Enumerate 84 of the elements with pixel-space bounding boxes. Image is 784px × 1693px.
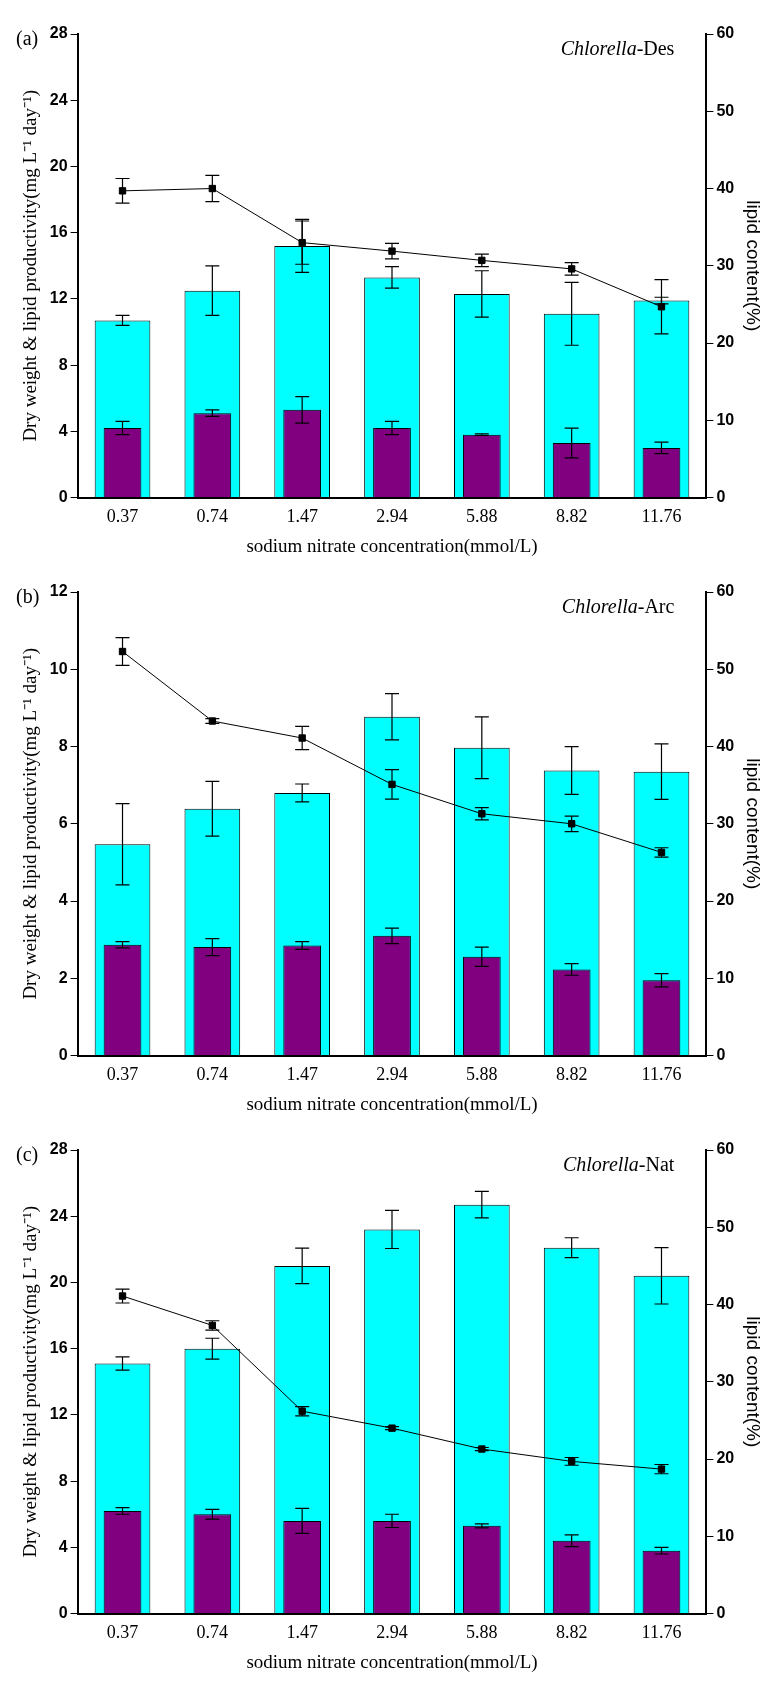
point [657, 303, 666, 311]
x-tick-label: 0.74 [196, 1064, 229, 1085]
y2-tick-label: 0 [716, 1046, 726, 1064]
x-tick-label: 0.37 [106, 1064, 139, 1085]
y2-tick-label: 40 [716, 1294, 735, 1312]
annotation: Chlorella-Arc [561, 595, 675, 618]
y-tick-label: 28 [49, 24, 68, 42]
y-axis-title: Dry weight & lipid productivity(mg L⁻¹ day⁻¹) [19, 647, 42, 1000]
y-tick-label: 0 [58, 1046, 68, 1064]
y-tick-label: 16 [49, 1339, 68, 1357]
y-tick-label: 12 [49, 289, 68, 307]
y2-tick-label: 20 [716, 333, 735, 351]
x-tick-label: 8.82 [555, 1064, 588, 1085]
y-tick-label: 4 [58, 421, 68, 439]
text: (a) [16, 27, 39, 51]
x-tick-label: 0.37 [106, 506, 139, 527]
annotation: Chlorella-Des [560, 37, 675, 60]
y2-tick-label: 40 [716, 178, 735, 196]
y2-tick-label: 10 [716, 1526, 735, 1544]
y2-tick-label: 10 [716, 410, 735, 428]
y2-axis-title: lipid content(%) [743, 200, 765, 332]
y-tick-label: 0 [58, 488, 68, 506]
y2-tick-label: 50 [716, 101, 735, 119]
y2-tick-label: 40 [716, 736, 735, 754]
x-tick-label: 5.88 [466, 1064, 498, 1085]
x-tick-label: 11.76 [641, 1064, 682, 1085]
y2-tick-label: 30 [716, 814, 735, 832]
y2-tick-label: 60 [716, 1140, 735, 1158]
y-tick-label: 24 [49, 1206, 68, 1224]
y-tick-label: 2 [58, 968, 68, 986]
x-tick-label: 2.94 [376, 1622, 408, 1643]
point [298, 238, 306, 247]
x-tick-label: 11.76 [641, 506, 682, 527]
point [298, 734, 306, 742]
x-tick-label: 2.94 [376, 1064, 408, 1085]
y2-tick-label: 50 [716, 659, 735, 677]
x-tick-label: 5.88 [466, 1622, 498, 1643]
x-tick-label: 8.82 [555, 1622, 588, 1643]
y-axis-title: Dry weight & lipid productivity(mg L⁻¹ day⁻¹) [19, 1205, 42, 1558]
y-tick-label: 20 [49, 156, 68, 174]
x-axis-title: sodium nitrate concentration(mmol/L) [246, 534, 538, 557]
y2-tick-label: 10 [716, 968, 735, 986]
x-axis-title: sodium nitrate concentration(mmol/L) [246, 1650, 538, 1673]
y2-tick-label: 0 [716, 488, 726, 506]
y-tick-label: 8 [58, 355, 68, 373]
y-tick-label: 6 [58, 814, 68, 832]
y-tick-label: 12 [49, 582, 68, 600]
y2-tick-label: 50 [716, 1217, 735, 1235]
annotation: Chlorella-Nat [562, 1153, 675, 1176]
y-tick-label: 28 [49, 1140, 68, 1158]
y-tick-label: 8 [58, 1471, 68, 1489]
y2-tick-label: 60 [716, 24, 735, 42]
x-tick-label: 0.37 [106, 1622, 139, 1643]
y2-tick-label: 0 [716, 1604, 726, 1622]
y-tick-label: 16 [49, 223, 68, 241]
y2-tick-label: 20 [716, 891, 735, 909]
x-tick-label: 8.82 [555, 506, 588, 527]
y-tick-label: 4 [58, 1537, 68, 1555]
y-tick-label: 20 [49, 1272, 68, 1290]
x-tick-label: 2.94 [376, 506, 408, 527]
y2-tick-label: 30 [716, 1372, 735, 1390]
y-tick-label: 4 [58, 891, 68, 909]
y2-axis-title: lipid content(%) [743, 1316, 765, 1448]
y-tick-label: 12 [49, 1405, 68, 1423]
y2-tick-label: 30 [716, 256, 735, 274]
x-tick-label: 0.74 [196, 506, 229, 527]
y-tick-label: 10 [49, 659, 68, 677]
x-tick-label: 1.47 [286, 1064, 318, 1085]
y2-axis-title: lipid content(%) [743, 758, 765, 890]
x-tick-label: 11.76 [641, 1622, 682, 1643]
text: (b) [16, 585, 40, 609]
x-tick-label: 1.47 [286, 1622, 318, 1643]
y-tick-label: 24 [49, 90, 68, 108]
x-axis-title: sodium nitrate concentration(mmol/L) [246, 1092, 538, 1115]
y-axis-title: Dry weight & lipid productivity(mg L⁻¹ day⁻¹) [19, 89, 42, 442]
point [118, 187, 127, 195]
y-tick-label: 0 [58, 1604, 68, 1622]
text: (c) [16, 1143, 39, 1167]
x-tick-label: 0.74 [196, 1622, 229, 1643]
x-tick-label: 1.47 [286, 506, 318, 527]
y2-tick-label: 60 [716, 582, 735, 600]
x-tick-label: 5.88 [466, 506, 498, 527]
y2-tick-label: 20 [716, 1449, 735, 1467]
y-tick-label: 8 [58, 736, 68, 754]
